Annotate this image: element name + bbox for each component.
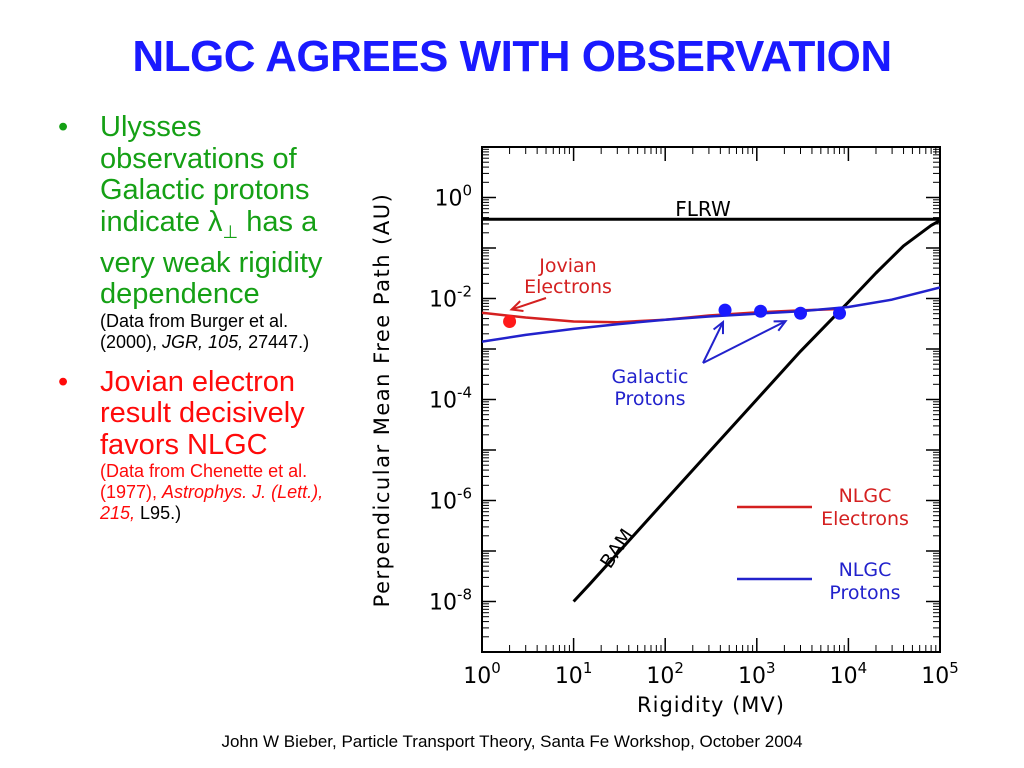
x-tick-label-0: 100: [463, 659, 501, 689]
x-tick-label-1: 101: [555, 659, 593, 689]
legend-protons-line2: Protons: [829, 582, 900, 604]
data-point-galactic-protons: [754, 304, 768, 318]
legend-protons-line1: NLGC: [839, 559, 892, 581]
bullet-ulysses: • Ulysses observations of Galactic proto…: [58, 111, 343, 353]
cite-end: L95.): [135, 503, 182, 524]
cite-plain: (Data from Burger et al. (2000),: [100, 310, 289, 352]
axis-ticks: [481, 146, 941, 653]
y-axis-title: Perpendicular Mean Free Path (AU): [370, 193, 394, 608]
jovian-arrow-head: [509, 300, 524, 313]
cite-journal: Astrophys. J. (Lett.), 215,: [100, 482, 324, 524]
cite-plain: (Data from Chenette et al. (1977),: [100, 461, 308, 503]
data-point-galactic-protons: [794, 306, 808, 320]
bullet-ulysses-text-after: has a very weak rigidity dependence: [100, 205, 323, 311]
slide-footer: John W Bieber, Particle Transport Theory…: [221, 732, 803, 751]
galactic-arrow-1-head: [712, 320, 725, 335]
y-tick-label-3: 10-6: [429, 485, 472, 515]
bullet-ulysses-text-before: Ulysses observations of Galactic protons…: [100, 111, 310, 238]
jovian-label-line1: Jovian: [538, 255, 596, 277]
slide-title: NLGC AGREES WITH OBSERVATION: [132, 32, 892, 81]
data-points: [503, 303, 847, 329]
cite-end: 27447.): [243, 331, 310, 352]
x-axis-title: Rigidity (MV): [637, 693, 785, 717]
bullet-jovian: • Jovian electron result decisively favo…: [58, 365, 343, 525]
flrw-label: FLRW: [675, 197, 731, 221]
data-point-galactic-protons: [718, 303, 732, 317]
legend-electrons-line1: NLGC: [839, 485, 892, 507]
x-tick-label-5: 105: [921, 659, 959, 689]
galactic-label-line1: Galactic: [612, 366, 689, 388]
jovian-label-line2: Electrons: [524, 276, 612, 298]
galactic-arrow-2: [702, 320, 787, 364]
y-tick-label-2: 10-4: [429, 384, 472, 414]
bullet-ulysses-citation: (Data from Burger et al. (2000), JGR, 10…: [100, 311, 343, 353]
series-lines: [482, 217, 940, 603]
perp-subscript: ⊥: [222, 221, 239, 242]
bullet-jovian-citation: (Data from Chenette et al. (1977), Astro…: [100, 461, 343, 524]
jovian-arrow: [511, 297, 547, 311]
annotation-arrows: [509, 297, 788, 364]
y-tick-label-1: 10-2: [429, 283, 472, 313]
y-tick-label-0: 100: [434, 182, 472, 212]
bullet-marker: •: [58, 365, 69, 398]
galactic-arrow-2-head: [773, 320, 788, 332]
bam-label: BAM: [596, 525, 638, 572]
series-line-nlgc-protons: [482, 286, 940, 343]
data-point-galactic-protons: [833, 306, 847, 320]
galactic-arrow-1: [702, 321, 724, 364]
x-tick-label-4: 104: [830, 659, 868, 689]
data-point-jovian-electrons: [503, 315, 517, 329]
bullet-ulysses-text: Ulysses observations of Galactic protons…: [100, 111, 343, 311]
series-line-bam: [572, 219, 940, 603]
mean-free-path-chart: 100 10-2 10-4 10-6 10-8 100 101 102 103 …: [370, 146, 959, 717]
bullet-list: • Ulysses observations of Galactic proto…: [58, 111, 343, 525]
cite-journal: JGR, 105,: [162, 331, 244, 352]
bullet-marker: •: [58, 111, 69, 143]
x-tick-label-3: 103: [738, 659, 776, 689]
bullet-jovian-text: Jovian electron result decisively favors…: [100, 365, 305, 461]
lambda-symbol: λ: [208, 205, 223, 238]
galactic-label-line2: Protons: [614, 388, 685, 410]
y-tick-label-4: 10-8: [429, 586, 472, 616]
legend-electrons-line2: Electrons: [821, 508, 909, 530]
x-tick-label-2: 102: [646, 659, 684, 689]
